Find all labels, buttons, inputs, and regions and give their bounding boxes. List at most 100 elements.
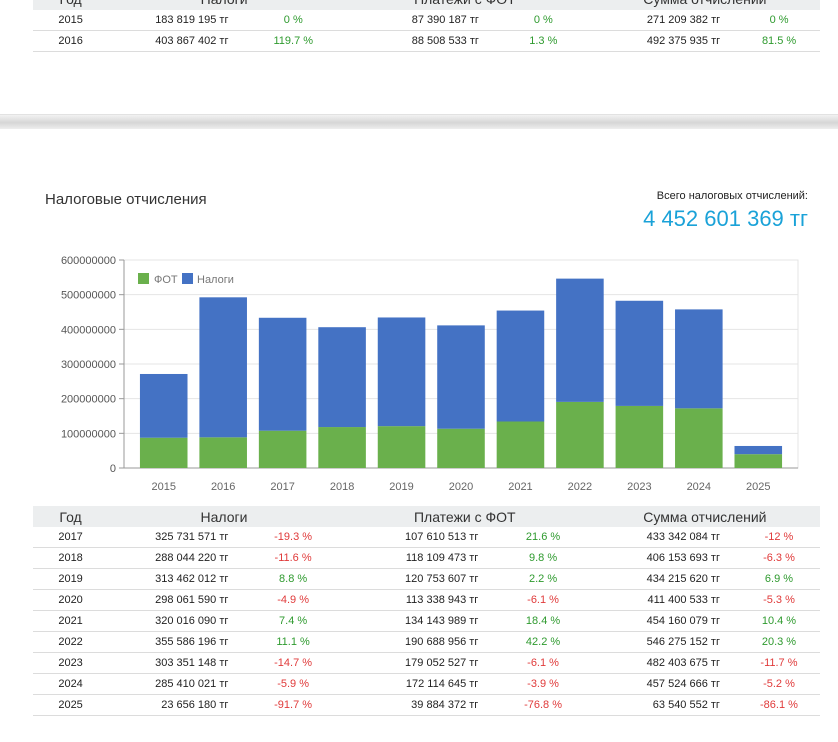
row-fot-change: -6.1 % [496,652,590,674]
bar-segment-fot [199,437,247,468]
row-fot-change: -76.8 % [496,694,590,716]
row-fot-change: -3.9 % [496,673,590,695]
row-tax-change: -5.9 % [246,673,340,695]
table-row: 2018 288 044 220 тг -11.6 % 118 109 473 тг 9… [33,547,820,569]
yearly-breakdown-table: Год Налоги Платежи с ФОТ Сумма отчислени… [33,506,820,716]
tax-stacked-bar-chart: 0 100000000 200000000 300000000 400000000 500… [61,255,799,493]
bar-segment-tax [258,317,307,431]
row-sum-change: 81.5 % [738,30,820,52]
bar-segment-fot [556,401,604,468]
row-sum: 63 540 552 тг [589,694,738,716]
header-fot: Платежи с ФОТ [339,506,590,527]
row-sum-change: -6.3 % [737,547,820,569]
row-tax: 183 819 195 тг [108,10,247,31]
bar-segment-fot [377,426,426,468]
row-sum: 454 160 079 тг [589,610,738,632]
row-tax-change: 0 % [246,10,341,31]
x-tick-label: 2025 [746,481,770,493]
row-sum-change: -5.3 % [737,589,820,611]
top-table-body: 2015 183 819 195 тг 0 % 87 390 187 тг 0 % 271… [33,10,820,52]
bar-segment-fot [734,454,783,468]
row-year: 2023 [33,652,109,674]
table-row: 2019 313 462 012 тг 8.8 % 120 753 607 тг 2.2… [33,568,820,590]
row-fot-change: 18.4 % [496,610,590,632]
x-tick-label: 2021 [508,481,532,493]
row-fot: 118 109 473 тг [339,547,497,569]
row-fot: 39 884 372 тг [339,694,497,716]
row-sum-change: 6.9 % [737,568,820,590]
row-sum-change: 20.3 % [737,631,820,653]
table-row: 2015 183 819 195 тг 0 % 87 390 187 тг 0 % 271… [33,10,820,31]
x-tick-label: 2022 [568,481,592,493]
row-tax: 298 061 590 тг [108,589,247,611]
section-divider [0,114,838,129]
x-tick-label: 2023 [627,481,651,493]
bar-segment-fot [496,421,545,468]
bar-segment-tax [199,297,247,438]
header-sum: Сумма отчислений [589,0,820,10]
x-tick-label: 2020 [449,481,473,493]
header-fot: Платежи с ФОТ [340,0,590,10]
row-fot: 190 688 956 тг [339,631,497,653]
total-value: 4 452 601 369 тг [643,206,808,231]
table-row: 2017 325 731 571 тг -19.3 % 107 610 513 тг 2… [33,527,820,548]
row-fot: 179 052 527 тг [339,652,497,674]
row-tax: 313 462 012 тг [108,568,247,590]
bar-segment-fot [258,430,307,468]
row-sum: 406 153 693 тг [589,547,738,569]
row-year: 2025 [33,694,109,716]
bar-segment-tax [139,373,188,438]
table-header-row: Год Налоги Платежи с ФОТ Сумма отчислени… [33,506,820,527]
table-row: 2025 23 656 180 тг -91.7 % 39 884 372 тг -76… [33,694,820,716]
row-tax-change: 119.7 % [246,30,341,52]
row-sum-change: 0 % [738,10,820,31]
row-year: 2019 [33,568,109,590]
row-tax-change: -11.6 % [246,547,340,569]
bar-segment-tax [675,309,723,409]
header-tax: Налоги [108,0,341,10]
table-row: 2022 355 586 196 тг 11.1 % 190 688 956 тг 42… [33,631,820,653]
bar-segment-tax [318,327,366,428]
row-tax-change: -91.7 % [246,694,340,716]
bar-segment-tax [377,317,426,427]
header-sum: Сумма отчислений [589,506,820,527]
row-sum: 434 215 620 тг [589,568,738,590]
row-sum-change: -86.1 % [737,694,820,716]
table-row: 2020 298 061 590 тг -4.9 % 113 338 943 тг -6… [33,589,820,611]
row-fot: 120 753 607 тг [339,568,497,590]
y-tick-label: 100000000 [61,428,116,440]
top-summary-table: Год Налоги Платежи с ФОТ Сумма отчислени… [33,0,820,52]
row-year: 2022 [33,631,109,653]
bar-segment-tax [496,310,545,422]
table-row: 2023 303 351 148 тг -14.7 % 179 052 527 тг -… [33,652,820,674]
y-tick-label: 0 [110,463,116,475]
row-tax: 325 731 571 тг [108,527,247,548]
row-tax: 355 586 196 тг [108,631,247,653]
row-fot-change: 0 % [496,10,590,31]
row-sum: 411 400 533 тг [589,589,738,611]
bar-segment-fot [675,408,723,468]
row-tax: 23 656 180 тг [108,694,247,716]
row-fot-change: 9.8 % [496,547,590,569]
y-tick-label: 300000000 [61,359,116,371]
bottom-table-body: 2017 325 731 571 тг -19.3 % 107 610 513 тг 2… [33,527,820,716]
row-fot: 107 610 513 тг [339,527,497,548]
x-tick-label: 2019 [389,481,413,493]
row-fot-change: 21.6 % [496,527,590,548]
row-sum-change: -12 % [737,527,820,548]
y-tick-label: 200000000 [61,394,116,406]
row-fot: 134 143 989 тг [339,610,497,632]
row-fot-change: 42.2 % [496,631,590,653]
table-row: 2024 285 410 021 тг -5.9 % 172 114 645 тг -3… [33,673,820,695]
row-fot-change: -6.1 % [496,589,590,611]
row-year: 2024 [33,673,109,695]
row-year: 2018 [33,547,109,569]
table-row: 2016 403 867 402 тг 119.7 % 88 508 533 тг 1.… [33,30,820,52]
row-fot: 87 390 187 тг [340,10,497,31]
legend-label-tax: Налоги [197,274,234,286]
row-sum: 482 403 675 тг [589,652,738,674]
x-tick-label: 2016 [211,481,235,493]
y-tick-label: 500000000 [61,290,116,302]
row-fot: 113 338 943 тг [339,589,497,611]
row-fot-change: 1.3 % [496,30,590,52]
